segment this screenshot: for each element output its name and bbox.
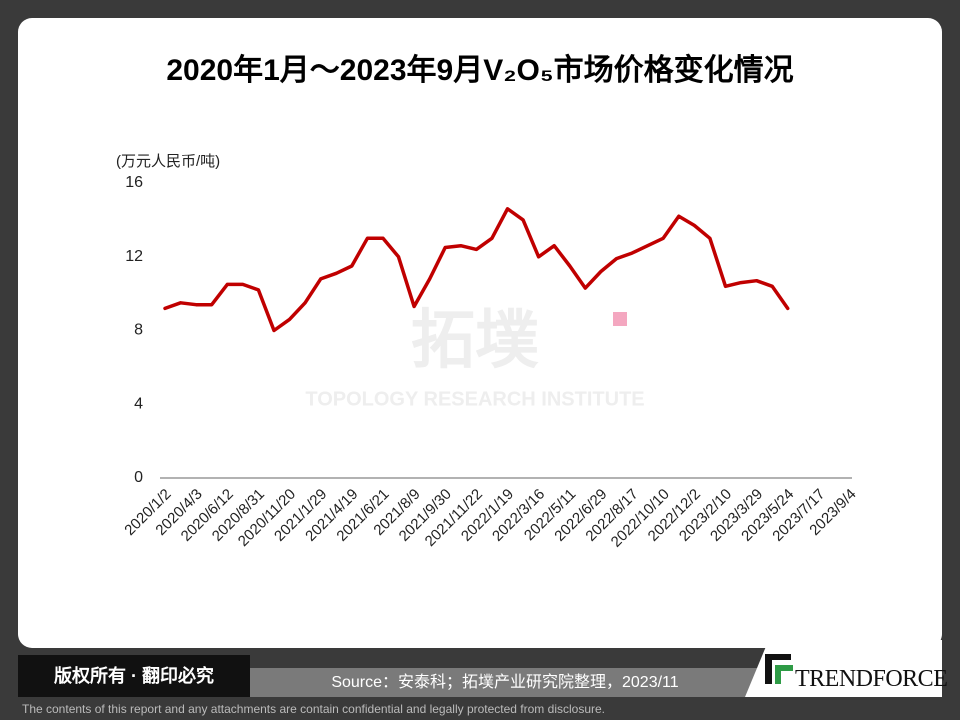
logo-box — [745, 640, 942, 697]
chart-title: 2020年1月～2023年9月V₂O₅市场价格变化情况 — [166, 53, 793, 87]
logo-bar — [775, 665, 781, 684]
logo-bar — [765, 654, 772, 684]
y-tick-label: 12 — [125, 248, 143, 265]
rights-box: 版权所有 · 翻印必究 — [18, 655, 250, 697]
y-tick-label: 0 — [134, 469, 143, 486]
y-tick-label: 8 — [134, 322, 143, 339]
chart: 2020年1月～2023年9月V₂O₅市场价格变化情况 (万元人民币/吨) 拓墣… — [116, 53, 860, 551]
logo-text: TRENDFORCE — [795, 666, 948, 692]
y-tick-label: 16 — [125, 174, 143, 191]
disclaimer: The contents of this report and any atta… — [22, 702, 605, 716]
y-axis-label: (万元人民币/吨) — [116, 153, 220, 170]
marker-square — [613, 312, 627, 326]
watermark-english: TOPOLOGY RESEARCH INSTITUTE — [305, 388, 644, 410]
logo-icon — [765, 654, 793, 684]
slide — [18, 18, 942, 648]
logo-bar — [765, 654, 791, 660]
price-line — [163, 207, 790, 333]
y-tick-label: 4 — [134, 395, 143, 412]
logo-bar — [775, 665, 793, 671]
source-box: Source：安泰科；拓墣产业研究院整理，2023/11 — [250, 668, 760, 697]
watermark: 拓墣 — [411, 304, 539, 376]
